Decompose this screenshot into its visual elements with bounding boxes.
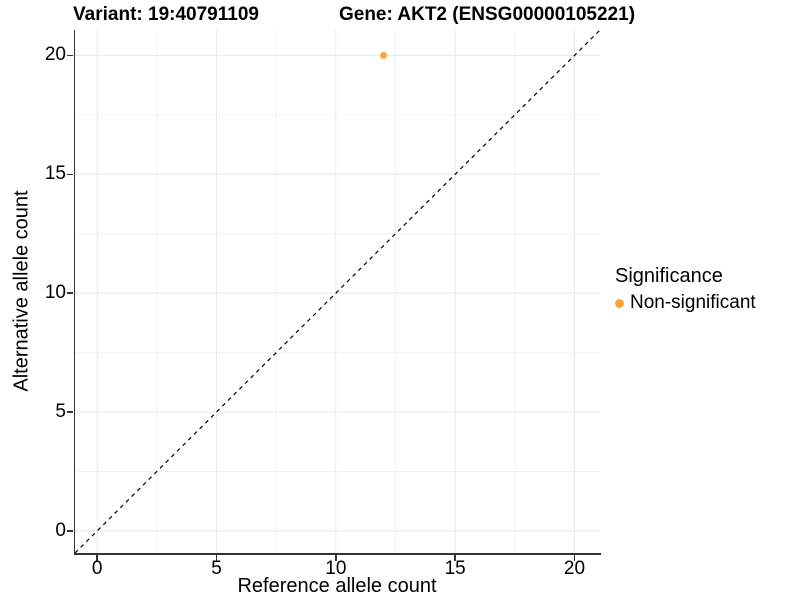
x-tick-label: 5 bbox=[211, 558, 222, 579]
variant-title: Variant: 19:40791109 bbox=[73, 4, 259, 25]
x-tick-mark bbox=[215, 554, 218, 561]
y-tick-mark bbox=[67, 54, 73, 57]
y-tick-mark bbox=[67, 173, 73, 176]
y-tick-mark bbox=[67, 292, 73, 294]
x-tick-label: 15 bbox=[444, 558, 466, 579]
x-tick-mark bbox=[573, 554, 576, 561]
y-tick-label: 10 bbox=[44, 282, 66, 304]
legend-item: Non-significant bbox=[615, 292, 756, 314]
y-tick-mark bbox=[67, 530, 73, 532]
x-axis-title: Reference allele count bbox=[237, 575, 437, 597]
legend: Significance Non-significant bbox=[615, 265, 756, 314]
plot-panel bbox=[74, 29, 601, 554]
x-tick-mark bbox=[454, 554, 456, 561]
plot-canvas bbox=[74, 29, 601, 554]
x-tick-mark bbox=[335, 554, 337, 561]
x-tick-label: 0 bbox=[91, 558, 103, 579]
legend-point-icon bbox=[615, 298, 624, 308]
y-tick-label: 0 bbox=[55, 519, 66, 541]
x-tick-mark bbox=[96, 554, 98, 561]
identity-line bbox=[74, 29, 601, 554]
legend-items: Non-significant bbox=[615, 292, 756, 314]
y-tick-label: 20 bbox=[44, 44, 66, 66]
x-axis-line bbox=[73, 553, 601, 555]
y-axis-line bbox=[73, 30, 75, 555]
y-tick-label: 5 bbox=[55, 401, 66, 423]
data-point bbox=[380, 51, 388, 59]
legend-item-label: Non-significant bbox=[630, 292, 756, 313]
legend-title: Significance bbox=[615, 265, 723, 287]
gene-title: Gene: AKT2 (ENSG00000105221) bbox=[338, 4, 636, 25]
y-tick-mark bbox=[67, 411, 73, 413]
x-tick-label: 20 bbox=[563, 558, 586, 579]
x-tick-label: 10 bbox=[325, 558, 347, 579]
y-tick-label: 15 bbox=[44, 163, 66, 185]
